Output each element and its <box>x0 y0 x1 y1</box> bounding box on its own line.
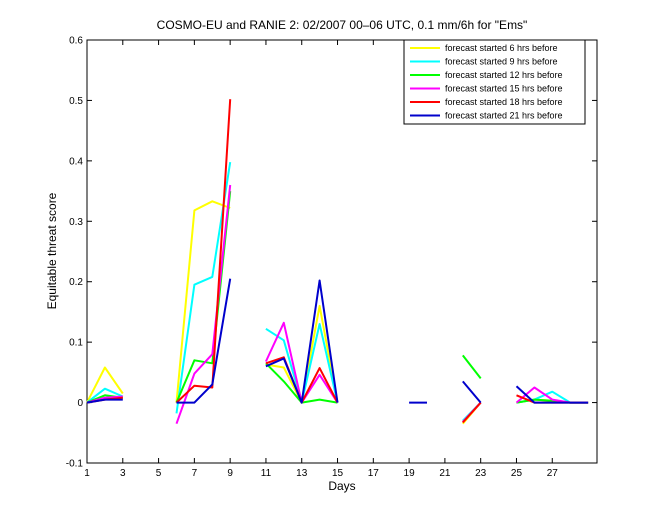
y-tick-label: 0.1 <box>69 338 83 349</box>
y-tick-label: 0.6 <box>69 36 83 47</box>
legend: forecast started 6 hrs before forecast st… <box>403 39 586 125</box>
x-tick-label: 25 <box>511 468 523 479</box>
legend-label-2: forecast started 9 hrs before <box>445 57 558 67</box>
x-tick-label: 17 <box>368 468 380 479</box>
x-tick-label: 23 <box>475 468 487 479</box>
x-tick-label: 3 <box>120 468 126 479</box>
legend-label-3: forecast started 12 hrs before <box>445 70 563 80</box>
x-tick-label: 15 <box>332 468 344 479</box>
x-tick-label: 13 <box>296 468 308 479</box>
legend-label-5: forecast started 18 hrs before <box>445 97 563 107</box>
y-tick-label: -0.1 <box>66 459 84 470</box>
x-tick-label: 7 <box>192 468 198 479</box>
x-tick-label: 11 <box>261 468 272 479</box>
y-tick-label: 0.3 <box>69 217 83 228</box>
y-axis: -0.1 0 0.1 0.2 0.3 0.4 0.5 0.6 <box>66 36 597 470</box>
series-lines <box>86 99 589 425</box>
x-tick-label: 1 <box>84 468 90 479</box>
x-tick-label: 9 <box>227 468 233 479</box>
x-axis: 1 3 5 7 9 11 13 15 17 19 21 23 25 27 <box>84 40 558 479</box>
x-axis-title: Days <box>328 479 355 493</box>
legend-label-1: forecast started 6 hrs before <box>445 43 558 53</box>
chart-title: COSMO-EU and RANIE 2: 02/2007 00–06 UTC,… <box>157 18 528 32</box>
y-axis-title: Equitable threat score <box>45 192 59 309</box>
y-tick-label: 0.5 <box>69 96 83 107</box>
legend-label-6: forecast started 21 hrs before <box>445 111 563 121</box>
x-tick-label: 27 <box>547 468 559 479</box>
series-line-6 <box>86 278 589 404</box>
x-tick-label: 19 <box>404 468 416 479</box>
x-tick-label: 21 <box>439 468 451 479</box>
legend-label-4: forecast started 15 hrs before <box>445 84 563 94</box>
y-tick-label: 0.2 <box>69 277 83 288</box>
x-tick-label: 5 <box>156 468 162 479</box>
y-tick-label: 0 <box>77 398 83 409</box>
legend-box <box>403 39 586 125</box>
y-tick-label: 0.4 <box>69 156 83 167</box>
